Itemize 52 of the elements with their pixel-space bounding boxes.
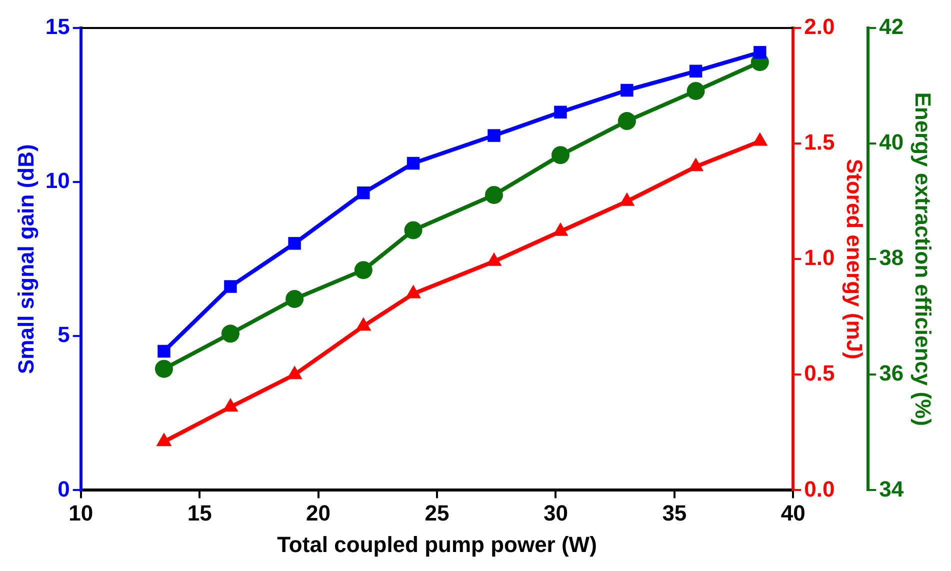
- x-tick-label: 15: [187, 500, 212, 526]
- point: [354, 261, 372, 280]
- point: [618, 112, 636, 130]
- point: [686, 82, 705, 100]
- point: [154, 360, 173, 378]
- point: [551, 146, 570, 164]
- point: [286, 290, 304, 308]
- x-tick-label: 40: [780, 500, 806, 526]
- point: [752, 132, 768, 146]
- point: [222, 398, 238, 412]
- y3-tick-label: 34: [879, 476, 904, 502]
- x-tick-label: 35: [662, 500, 687, 526]
- point: [406, 156, 420, 170]
- y-tick-label: 15: [45, 14, 70, 40]
- y-axis-title: Small signal gain (dB): [13, 144, 38, 374]
- y3-tick-label: 36: [879, 360, 904, 386]
- x-axis-title: Total coupled pump power (W): [277, 532, 597, 557]
- point: [689, 64, 702, 78]
- point: [288, 237, 301, 250]
- x-tick-label: 25: [424, 500, 450, 526]
- y-tick-label: 0: [58, 476, 70, 502]
- point: [286, 366, 302, 380]
- y2-tick-label: 0.5: [804, 360, 835, 386]
- point: [620, 84, 634, 97]
- point: [357, 186, 370, 200]
- point: [554, 106, 567, 118]
- y2-tick-label: 1.5: [804, 130, 835, 155]
- point: [619, 192, 635, 206]
- x-tick-label: 30: [543, 500, 568, 526]
- point: [221, 324, 240, 343]
- point: [158, 344, 170, 358]
- point: [754, 46, 766, 59]
- y3-tick-label: 40: [879, 130, 904, 155]
- point: [688, 158, 704, 172]
- y2-axis-title: Stored energy (mJ): [842, 158, 867, 360]
- y2-tick-label: 2.0: [804, 14, 835, 40]
- x-tick-label: 20: [306, 500, 331, 526]
- y-tick-label: 10: [45, 168, 70, 194]
- point: [404, 221, 422, 240]
- point: [486, 252, 502, 266]
- y2-tick-label: 1.0: [804, 245, 835, 270]
- y3-tick-label: 38: [879, 245, 904, 270]
- point: [356, 317, 372, 331]
- y3-tick-label: 42: [879, 14, 904, 40]
- point: [484, 186, 503, 204]
- y-tick-label: 5: [58, 322, 70, 348]
- y3-axis-title: Energy extraction efficiency (%): [910, 92, 936, 426]
- y2-tick-label: 0.0: [804, 476, 835, 502]
- point: [488, 129, 500, 142]
- point: [405, 284, 422, 298]
- point: [156, 432, 172, 446]
- point: [224, 280, 237, 293]
